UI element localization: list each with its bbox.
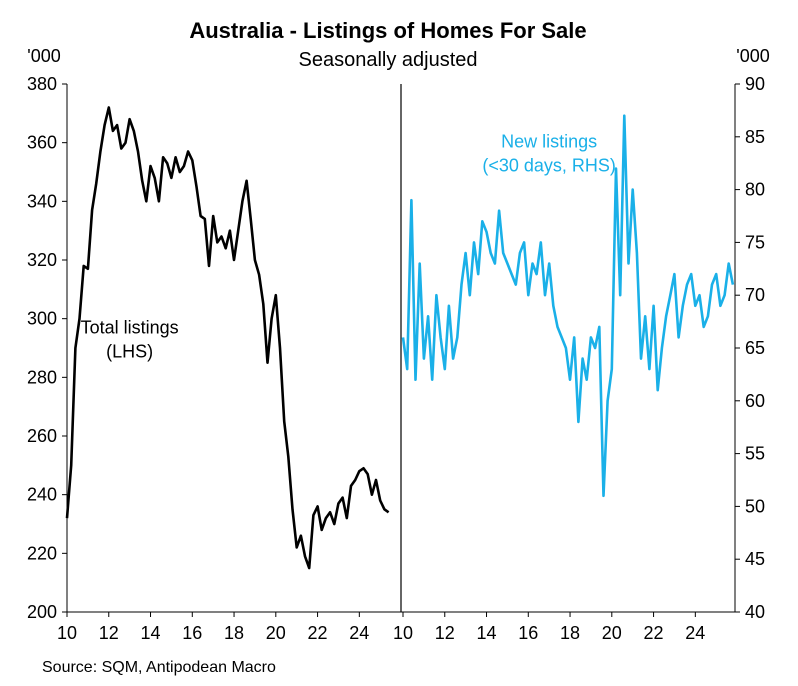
right-y-tick-label: 80 <box>745 180 765 200</box>
right-y-tick-label: 45 <box>745 549 765 569</box>
left-y-tick-label: 300 <box>27 309 57 329</box>
left-series-label: Total listings <box>81 317 179 337</box>
left-axis-unit: '000 <box>27 46 60 66</box>
left-y-tick-label: 200 <box>27 602 57 622</box>
left-x-tick-label: 20 <box>266 623 286 643</box>
left-y-tick-label: 240 <box>27 485 57 505</box>
right-x-tick-label: 10 <box>393 623 413 643</box>
left-series-line <box>65 106 390 570</box>
right-y-tick-label: 90 <box>745 74 765 94</box>
left-x-tick-label: 10 <box>57 623 77 643</box>
left-x-tick-label: 14 <box>141 623 161 643</box>
right-x-tick-label: 12 <box>435 623 455 643</box>
right-axis-unit: '000 <box>736 46 769 66</box>
right-y-tick-label: 55 <box>745 444 765 464</box>
right-y-tick-label: 65 <box>745 338 765 358</box>
right-series-label: (<30 days, RHS) <box>482 155 616 175</box>
right-x-tick-label: 20 <box>602 623 622 643</box>
right-x-tick-label: 16 <box>518 623 538 643</box>
left-x-tick-label: 22 <box>308 623 328 643</box>
left-y-tick-label: 280 <box>27 367 57 387</box>
left-y-tick-label: 220 <box>27 543 57 563</box>
left-x-tick-label: 18 <box>224 623 244 643</box>
chart-subtitle: Seasonally adjusted <box>298 49 477 71</box>
right-panel: 40 45 50 55 60 65 70 75 80 85 90 10 12 14 16 18 20 22 24 Ne… <box>393 74 765 643</box>
right-y-tick-label: 70 <box>745 285 765 305</box>
right-y-tick-label: 85 <box>745 127 765 147</box>
left-x-tick-label: 12 <box>99 623 119 643</box>
left-y-tick-label: 380 <box>27 74 57 94</box>
right-x-tick-label: 18 <box>560 623 580 643</box>
right-x-tick-label: 14 <box>477 623 497 643</box>
right-series-line <box>401 114 735 498</box>
right-x-tick-label: 24 <box>685 623 705 643</box>
right-y-tick-label: 40 <box>745 602 765 622</box>
left-y-tick-label: 340 <box>27 191 57 211</box>
right-y-tick-label: 75 <box>745 232 765 252</box>
right-series-label: New listings <box>501 131 597 151</box>
right-y-tick-label: 50 <box>745 496 765 516</box>
left-y-tick-label: 360 <box>27 133 57 153</box>
right-x-tick-label: 22 <box>644 623 664 643</box>
left-x-tick-label: 24 <box>349 623 369 643</box>
left-x-tick-label: 16 <box>182 623 202 643</box>
source-note: Source: SQM, Antipodean Macro <box>42 659 276 676</box>
left-y-tick-label: 320 <box>27 250 57 270</box>
left-y-tick-label: 260 <box>27 426 57 446</box>
left-series-label: (LHS) <box>106 341 153 361</box>
chart-title: Australia - Listings of Homes For Sale <box>189 18 586 43</box>
left-panel: 200 220 240 260 280 300 320 340 360 380 10 12 14 16 18… <box>27 74 401 643</box>
right-y-tick-label: 60 <box>745 391 765 411</box>
